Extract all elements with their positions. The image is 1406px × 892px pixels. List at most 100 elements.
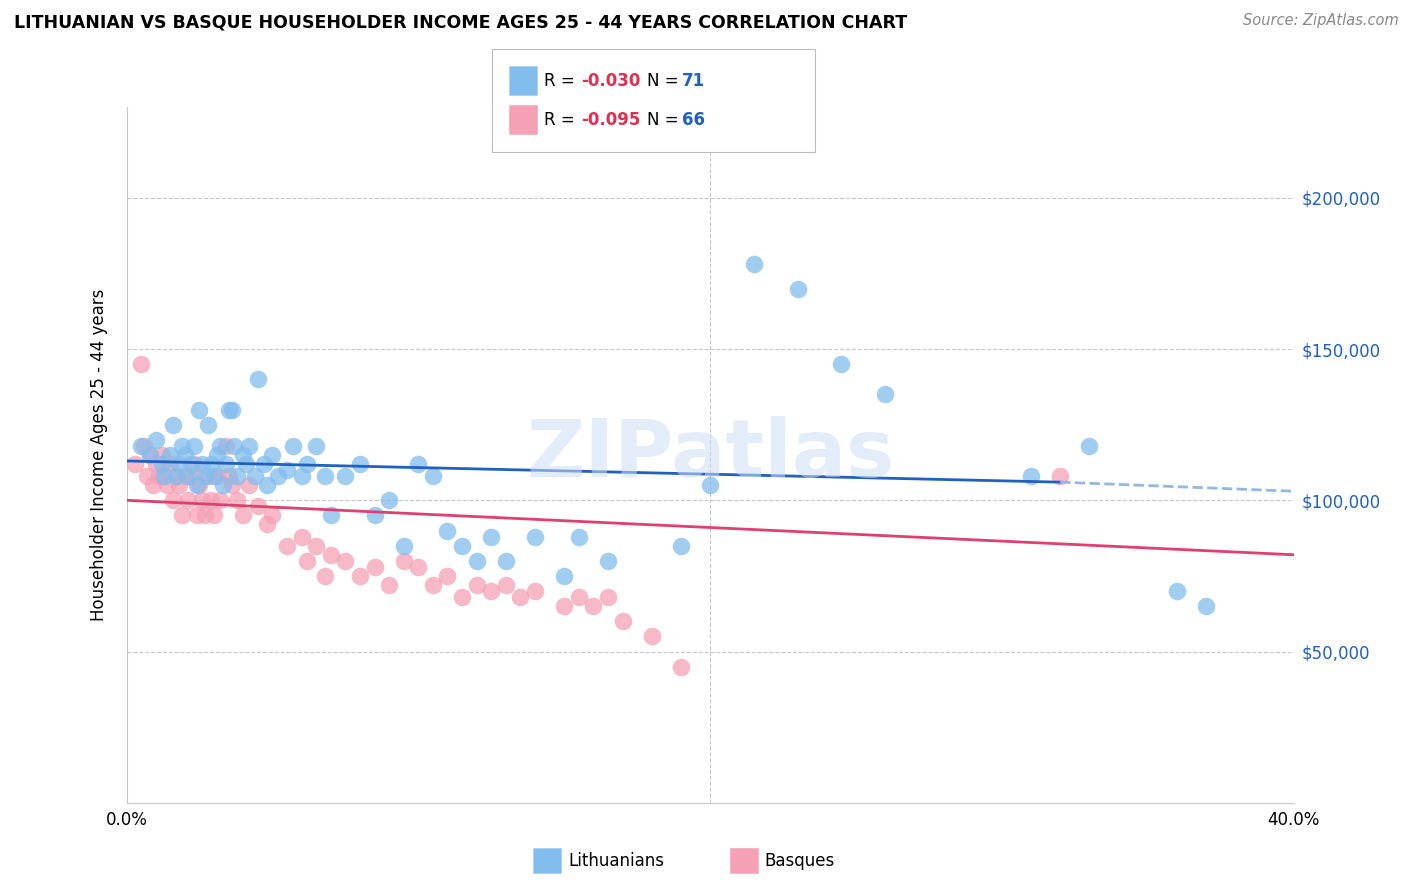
Point [596, 590, 619, 604]
Point [186, 508, 208, 523]
Point [363, 559, 385, 574]
Point [167, 478, 190, 492]
Point [159, 448, 181, 462]
Point [188, 402, 211, 417]
Text: Basques: Basques [765, 852, 835, 870]
Point [129, 439, 152, 453]
Point [524, 530, 547, 544]
Point [246, 372, 269, 386]
Point [162, 493, 184, 508]
Point [392, 554, 415, 568]
Point [568, 590, 591, 604]
Point [669, 659, 692, 673]
Point [495, 578, 517, 592]
Point [235, 457, 257, 471]
Point [314, 469, 336, 483]
Point [465, 554, 488, 568]
Point [640, 629, 664, 643]
Point [290, 469, 312, 483]
Point [875, 387, 897, 401]
Text: LITHUANIAN VS BASQUE HOUSEHOLDER INCOME AGES 25 - 44 YEARS CORRELATION CHART: LITHUANIAN VS BASQUE HOUSEHOLDER INCOME … [14, 13, 907, 31]
Point [319, 548, 342, 562]
Text: 66: 66 [682, 112, 704, 129]
Point [170, 508, 193, 523]
Point [238, 439, 260, 453]
Point [200, 493, 222, 508]
Point [150, 448, 173, 462]
Point [335, 469, 357, 483]
Point [208, 493, 231, 508]
Text: Source: ZipAtlas.com: Source: ZipAtlas.com [1243, 13, 1399, 29]
Point [509, 590, 531, 604]
Point [281, 439, 304, 453]
Point [392, 539, 415, 553]
Point [363, 508, 385, 523]
Point [139, 448, 162, 462]
Point [174, 469, 197, 483]
Point [305, 439, 328, 453]
Point [177, 493, 200, 508]
Text: ZIPatlas: ZIPatlas [526, 416, 894, 494]
Point [246, 500, 269, 514]
Point [165, 469, 187, 483]
Point [830, 357, 852, 371]
Point [129, 357, 152, 371]
Point [205, 469, 228, 483]
Point [408, 457, 430, 471]
Point [1078, 439, 1101, 453]
Point [226, 493, 249, 508]
Point [200, 457, 222, 471]
Point [197, 469, 219, 483]
Point [221, 478, 243, 492]
Point [180, 469, 202, 483]
Point [194, 469, 217, 483]
Point [205, 448, 228, 462]
Point [553, 569, 575, 583]
Point [153, 469, 176, 483]
Point [436, 569, 458, 583]
Text: R =: R = [544, 72, 581, 90]
Point [276, 463, 298, 477]
Point [202, 469, 225, 483]
Point [267, 469, 290, 483]
Point [188, 478, 211, 492]
Point [211, 478, 233, 492]
Point [582, 599, 605, 614]
Point [218, 469, 240, 483]
Point [699, 478, 721, 492]
Point [191, 493, 214, 508]
Point [174, 448, 197, 462]
Point [165, 469, 187, 483]
Point [524, 584, 547, 599]
Point [1019, 469, 1042, 483]
Point [305, 539, 328, 553]
Point [1166, 584, 1188, 599]
Point [408, 559, 430, 574]
Point [183, 457, 205, 471]
Point [183, 439, 205, 453]
Point [177, 469, 200, 483]
Point [297, 457, 319, 471]
Point [335, 554, 357, 568]
Point [596, 554, 619, 568]
Point [1195, 599, 1218, 614]
Text: N =: N = [647, 112, 683, 129]
Point [553, 599, 575, 614]
Point [742, 257, 765, 271]
Point [221, 402, 243, 417]
Point [202, 508, 225, 523]
Point [243, 469, 266, 483]
Point [378, 493, 401, 508]
Point [224, 439, 246, 453]
Text: 71: 71 [682, 72, 704, 90]
Point [215, 457, 238, 471]
Point [156, 478, 179, 492]
Point [256, 478, 278, 492]
Point [218, 402, 240, 417]
Point [194, 508, 217, 523]
Point [232, 508, 254, 523]
Point [669, 539, 692, 553]
Point [256, 517, 278, 532]
Point [186, 478, 208, 492]
Point [232, 448, 254, 462]
